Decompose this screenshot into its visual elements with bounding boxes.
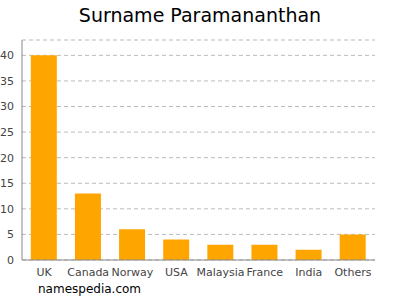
html-text:namespedia.com: namespedia.com (38, 282, 141, 296)
svg-text:35: 35 (8, 75, 14, 88)
svg-text:25: 25 (8, 126, 14, 139)
svg-text:Norway: Norway (111, 266, 153, 279)
svg-text:5: 5 (8, 228, 14, 241)
svg-text:Others: Others (334, 266, 371, 279)
svg-text:10: 10 (8, 203, 14, 216)
svg-text:20: 20 (8, 152, 14, 165)
svg-text:Malaysia: Malaysia (197, 266, 245, 279)
svg-text:Canada: Canada (67, 266, 109, 279)
svg-text:India: India (295, 266, 322, 279)
html-text:Surname Paramananthan: Surname Paramananthan (78, 4, 322, 26)
svg-text:USA: USA (165, 266, 188, 279)
svg-text:France: France (246, 266, 283, 279)
svg-text:0: 0 (8, 254, 14, 267)
svg-text:30: 30 (8, 100, 14, 113)
svg-text:UK: UK (36, 266, 52, 279)
svg-text:40: 40 (8, 49, 14, 62)
svg-text:15: 15 (8, 177, 14, 190)
